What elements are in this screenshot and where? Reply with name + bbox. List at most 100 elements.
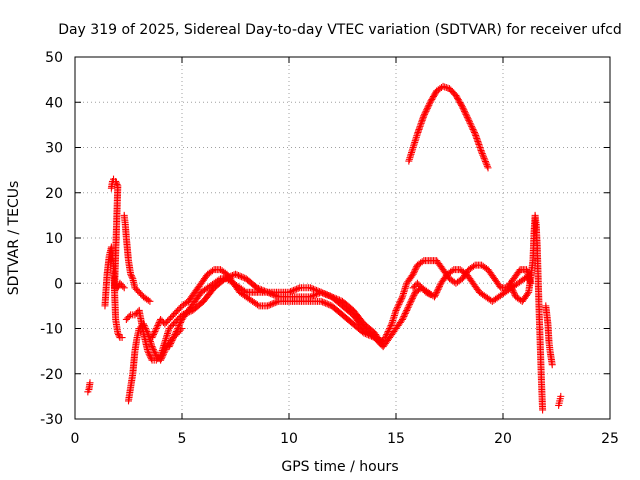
data-point-pass-g [323, 300, 331, 308]
data-point-pass-h [177, 317, 185, 325]
x-axis-title: GPS time / hours [281, 459, 398, 475]
data-point-pass-g [320, 299, 328, 307]
data-point-pass-h [241, 287, 249, 295]
data-point-pass-f [146, 352, 154, 360]
data-point-pass-g [431, 291, 439, 299]
data-point-pass-g [400, 312, 408, 320]
axis-ticks: 0 5 10 15 20 25 -30 -20 -10 0 10 20 30 40 50 [40, 50, 619, 447]
data-point-pass-h [171, 331, 179, 339]
data-point-pass-g [402, 308, 410, 316]
data-point-pass-i [466, 119, 474, 127]
data-point-pass-c [114, 284, 122, 292]
data-point-pass-k [539, 406, 547, 414]
data-point-pass-g [406, 300, 414, 308]
data-point-pass-f [145, 350, 153, 358]
data-point-pass-g [403, 305, 411, 313]
data-point-pass-g [434, 285, 442, 293]
data-point-pass-g [319, 298, 327, 306]
y-tick-label: -20 [40, 367, 63, 383]
data-point-pass-g [267, 301, 275, 309]
data-point-pass-h [316, 288, 324, 296]
data-point-pass-g [398, 315, 406, 323]
data-point-pass-g [401, 311, 409, 319]
data-point-pass-f [385, 326, 393, 334]
data-point-pass-f [147, 353, 155, 361]
data-point-pass-c [120, 284, 128, 292]
data-point-pass-h [323, 291, 331, 299]
data-point-pass-h [167, 340, 175, 348]
data-point-pass-g [150, 329, 158, 337]
data-point-pass-i [460, 106, 468, 114]
data-point-pass-h [168, 337, 176, 345]
data-point-pass-i [484, 164, 492, 172]
data-point-pass-i [470, 127, 478, 135]
data-point-pass-c [112, 177, 120, 185]
data-point-pass-h [174, 325, 182, 332]
data-point-pass-f [125, 312, 133, 320]
data-point-pass-h [285, 288, 293, 296]
data-point-pass-g [270, 299, 278, 307]
chart-title: Day 319 of 2025, Sidereal Day-to-day VTE… [58, 22, 622, 38]
data-point-pass-f [395, 300, 403, 308]
data-point-pass-d [144, 296, 152, 304]
data-point-pass-f [393, 303, 401, 311]
data-point-pass-i [422, 107, 430, 115]
data-point-pass-h [288, 287, 296, 295]
data-point-pass-i [465, 116, 473, 124]
data-point-pass-k [506, 281, 514, 289]
data-point-pass-f [254, 284, 262, 292]
data-point-pass-i [423, 106, 431, 114]
data-point-pass-g [431, 293, 439, 301]
data-point-pass-f [238, 273, 246, 281]
data-point-pass-i [460, 107, 468, 115]
data-point-pass-h [379, 338, 387, 346]
data-point-pass-i [462, 110, 470, 118]
data-point-pass-f [418, 258, 426, 266]
data-point-pass-g [406, 299, 414, 307]
data-point-pass-f [393, 305, 401, 313]
data-point-pass-h [170, 332, 178, 340]
data-point-pass-i [463, 112, 471, 120]
data-point-pass-j [426, 291, 434, 299]
data-point-pass-f [396, 299, 404, 307]
data-point-pass-i [479, 151, 487, 159]
data-point-pass-k [508, 285, 516, 293]
data-point-pass-k [505, 279, 513, 287]
data-point-pass-h [378, 337, 386, 345]
data-point-pass-i [481, 156, 489, 164]
data-point-pass-e [151, 349, 159, 357]
data-point-pass-i [482, 159, 490, 167]
data-point-pass-f [387, 321, 395, 329]
data-point-pass-i [468, 124, 476, 132]
data-point-pass-g [448, 267, 456, 275]
data-point-pass-i [425, 101, 433, 109]
data-point-pass-h [325, 292, 333, 300]
data-point-pass-i [469, 125, 477, 133]
data-point-pass-h [169, 334, 177, 342]
data-point-pass-i [461, 109, 469, 117]
data-point-pass-g [410, 291, 418, 299]
data-point-pass-f [144, 347, 152, 355]
data-point-pass-h [172, 329, 180, 337]
data-point-pass-g [153, 323, 161, 331]
data-point-pass-c [113, 180, 121, 188]
data-point-pass-f [235, 271, 243, 279]
data-point-pass-g [401, 309, 409, 317]
data-point-pass-g [265, 301, 273, 309]
y-tick-label: 30 [45, 141, 63, 157]
x-tick-label: 5 [178, 431, 187, 447]
data-point-pass-d [127, 272, 135, 280]
data-point-pass-g [148, 334, 156, 342]
x-tick-label: 25 [601, 431, 619, 447]
data-point-pass-h [322, 290, 330, 298]
data-point-pass-i [478, 148, 486, 156]
data-point-pass-h [320, 290, 328, 298]
data-point-pass-i [480, 154, 488, 162]
data-point-pass-f [144, 349, 152, 357]
data-point-pass-e [149, 346, 157, 354]
data-point-pass-h [313, 286, 321, 294]
data-point-pass-h [176, 320, 184, 328]
data-point-pass-h [175, 321, 183, 329]
y-tick-label: -30 [40, 412, 63, 428]
